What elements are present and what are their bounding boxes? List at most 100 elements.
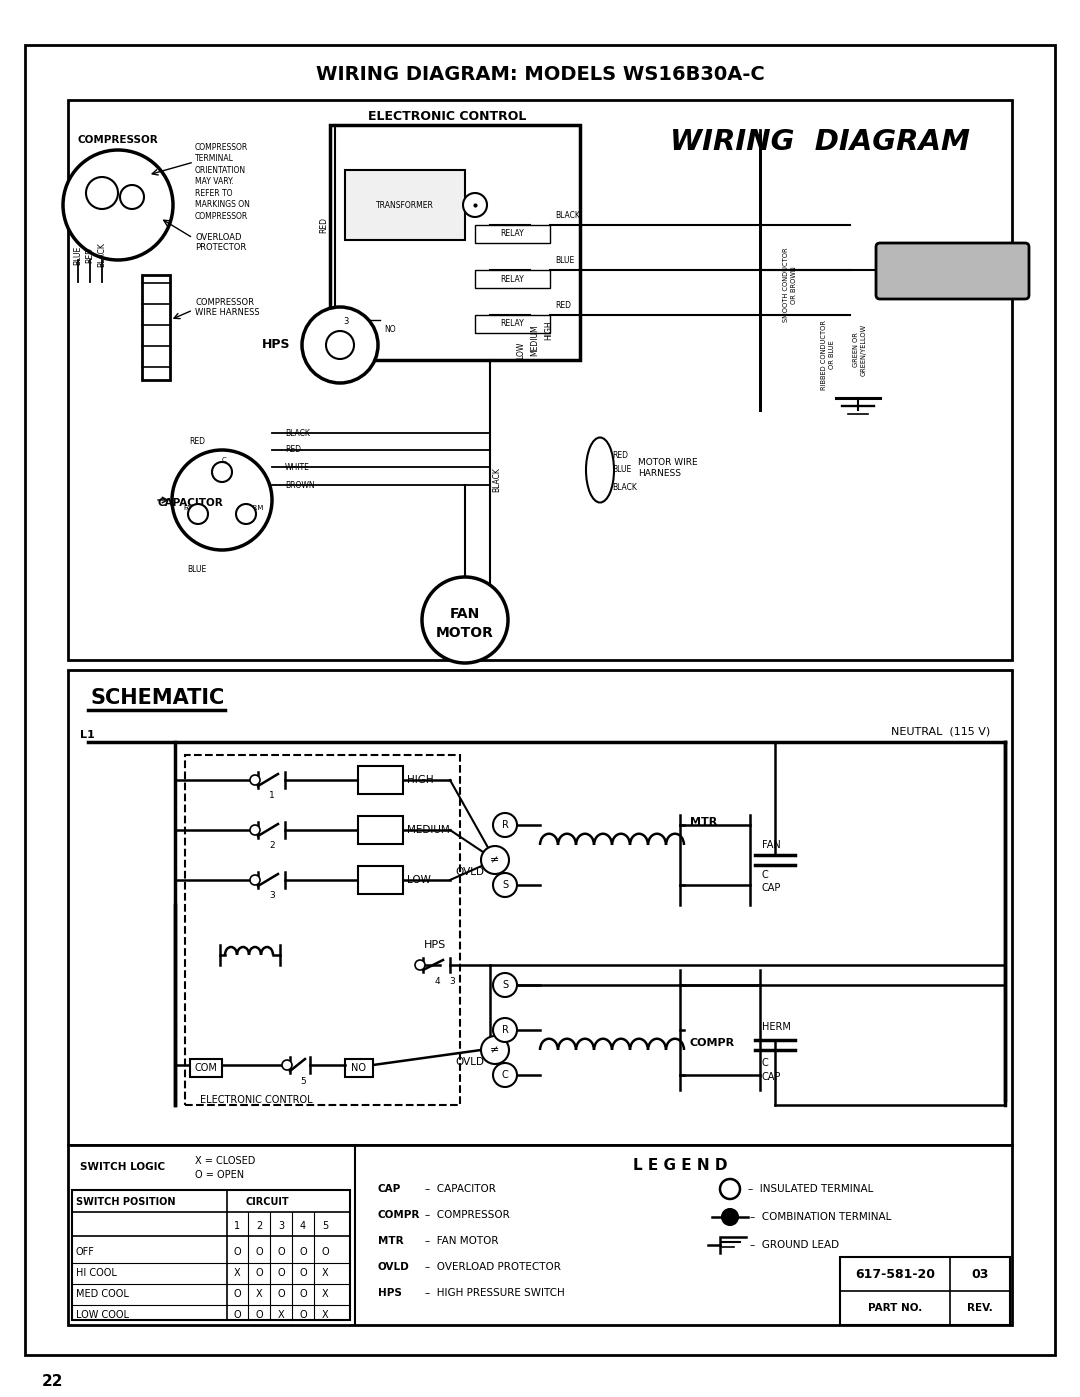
Circle shape bbox=[188, 504, 208, 524]
Text: –  OVERLOAD PROTECTOR: – OVERLOAD PROTECTOR bbox=[426, 1261, 561, 1273]
Text: –  INSULATED TERMINAL: – INSULATED TERMINAL bbox=[748, 1185, 874, 1194]
Text: HIGH: HIGH bbox=[544, 320, 554, 339]
Text: X: X bbox=[322, 1289, 328, 1299]
Bar bbox=[68, 101, 1012, 659]
Text: FAN: FAN bbox=[762, 840, 781, 849]
Text: C: C bbox=[762, 1058, 769, 1067]
Circle shape bbox=[249, 875, 260, 886]
Text: HPS: HPS bbox=[423, 940, 446, 950]
Circle shape bbox=[415, 960, 426, 970]
Circle shape bbox=[481, 1037, 509, 1065]
Text: 4: 4 bbox=[434, 977, 440, 985]
Bar bbox=[357, 866, 403, 894]
Bar bbox=[345, 1059, 373, 1077]
Text: MEDIUM: MEDIUM bbox=[530, 324, 540, 356]
Text: C: C bbox=[221, 457, 227, 462]
Bar bbox=[190, 1059, 222, 1077]
Bar bbox=[475, 225, 550, 243]
Text: COMPRESSOR
WIRE HARNESS: COMPRESSOR WIRE HARNESS bbox=[195, 298, 259, 317]
Bar bbox=[335, 339, 349, 353]
Text: COMPR: COMPR bbox=[690, 1038, 735, 1048]
Circle shape bbox=[86, 177, 118, 210]
Text: –  COMPRESSOR: – COMPRESSOR bbox=[426, 1210, 510, 1220]
Text: C: C bbox=[501, 1070, 509, 1080]
Circle shape bbox=[723, 1208, 738, 1225]
Text: HPS: HPS bbox=[378, 1288, 402, 1298]
Text: –  COMBINATION TERMINAL: – COMBINATION TERMINAL bbox=[750, 1213, 891, 1222]
Text: CAP: CAP bbox=[762, 1071, 781, 1083]
Text: O = OPEN: O = OPEN bbox=[195, 1171, 244, 1180]
Text: OFF: OFF bbox=[76, 1248, 95, 1257]
Text: BLUE: BLUE bbox=[555, 256, 575, 265]
Text: C: C bbox=[762, 870, 769, 880]
Circle shape bbox=[492, 873, 517, 897]
Text: 5: 5 bbox=[300, 1077, 306, 1085]
Text: 5: 5 bbox=[322, 1221, 328, 1231]
Text: O: O bbox=[255, 1268, 262, 1278]
Text: RED: RED bbox=[612, 450, 627, 460]
Text: L1: L1 bbox=[80, 731, 95, 740]
Text: RELAY: RELAY bbox=[500, 229, 524, 239]
Text: 617-581-20: 617-581-20 bbox=[855, 1267, 935, 1281]
Text: PART NO.: PART NO. bbox=[868, 1303, 922, 1313]
Text: ELECTRONIC CONTROL: ELECTRONIC CONTROL bbox=[368, 110, 526, 123]
Text: 3: 3 bbox=[343, 317, 349, 326]
Text: SCHEMATIC: SCHEMATIC bbox=[90, 687, 225, 708]
Text: 4: 4 bbox=[300, 1221, 306, 1231]
Text: SWITCH LOGIC: SWITCH LOGIC bbox=[80, 1162, 165, 1172]
Text: O: O bbox=[278, 1248, 285, 1257]
Text: COM: COM bbox=[194, 1063, 217, 1073]
Text: L E G E N D: L E G E N D bbox=[633, 1158, 727, 1172]
Text: COMPRESSOR
TERMINAL
ORIENTATION
MAY VARY.
REFER TO
MARKINGS ON
COMPRESSOR: COMPRESSOR TERMINAL ORIENTATION MAY VARY… bbox=[195, 142, 249, 221]
Text: –  HIGH PRESSURE SWITCH: – HIGH PRESSURE SWITCH bbox=[426, 1288, 565, 1298]
Bar bbox=[141, 275, 170, 380]
Text: HI COOL: HI COOL bbox=[76, 1268, 117, 1278]
Bar bbox=[185, 754, 460, 1105]
Text: 3: 3 bbox=[278, 1221, 284, 1231]
Circle shape bbox=[237, 504, 256, 524]
Text: X = CLOSED: X = CLOSED bbox=[195, 1155, 255, 1166]
Text: 1: 1 bbox=[234, 1221, 240, 1231]
Circle shape bbox=[212, 462, 232, 482]
Bar bbox=[68, 1146, 1012, 1324]
Text: O: O bbox=[321, 1248, 328, 1257]
Text: BLACK: BLACK bbox=[97, 243, 107, 267]
Text: 3: 3 bbox=[269, 891, 275, 901]
Text: X: X bbox=[322, 1268, 328, 1278]
Text: X: X bbox=[278, 1310, 284, 1320]
Circle shape bbox=[492, 1063, 517, 1087]
Text: NO: NO bbox=[351, 1063, 366, 1073]
Text: O: O bbox=[299, 1289, 307, 1299]
Text: BLACK: BLACK bbox=[492, 468, 501, 492]
Text: BROWN: BROWN bbox=[285, 481, 314, 489]
Bar bbox=[475, 270, 550, 288]
Bar bbox=[357, 766, 403, 793]
Text: OVLD: OVLD bbox=[456, 868, 485, 877]
Text: RED: RED bbox=[85, 247, 95, 263]
Text: LOW: LOW bbox=[407, 875, 431, 886]
Bar bbox=[68, 671, 1012, 1146]
Text: O: O bbox=[233, 1289, 241, 1299]
Circle shape bbox=[720, 1179, 740, 1199]
Circle shape bbox=[302, 307, 378, 383]
Bar bbox=[330, 124, 580, 360]
Circle shape bbox=[422, 577, 508, 664]
Text: GREEN OR
GREEN/YELLOW: GREEN OR GREEN/YELLOW bbox=[853, 324, 866, 376]
Text: 03: 03 bbox=[971, 1267, 988, 1281]
Text: O: O bbox=[233, 1310, 241, 1320]
Text: SWITCH POSITION: SWITCH POSITION bbox=[76, 1197, 175, 1207]
Circle shape bbox=[492, 1018, 517, 1042]
Circle shape bbox=[463, 193, 487, 217]
Text: FAN: FAN bbox=[184, 504, 197, 511]
Text: OVERLOAD
PROTECTOR: OVERLOAD PROTECTOR bbox=[195, 233, 246, 253]
Text: BLACK: BLACK bbox=[555, 211, 580, 219]
Text: –  GROUND LEAD: – GROUND LEAD bbox=[750, 1241, 839, 1250]
Text: –  FAN MOTOR: – FAN MOTOR bbox=[426, 1236, 499, 1246]
Text: O: O bbox=[278, 1268, 285, 1278]
Text: CIRCUIT: CIRCUIT bbox=[245, 1197, 288, 1207]
Text: 3: 3 bbox=[449, 977, 455, 985]
Text: TRANSFORMER: TRANSFORMER bbox=[376, 201, 434, 210]
Text: HERM: HERM bbox=[244, 504, 265, 511]
Text: ≠: ≠ bbox=[490, 855, 500, 865]
Text: OVLD: OVLD bbox=[456, 1058, 485, 1067]
